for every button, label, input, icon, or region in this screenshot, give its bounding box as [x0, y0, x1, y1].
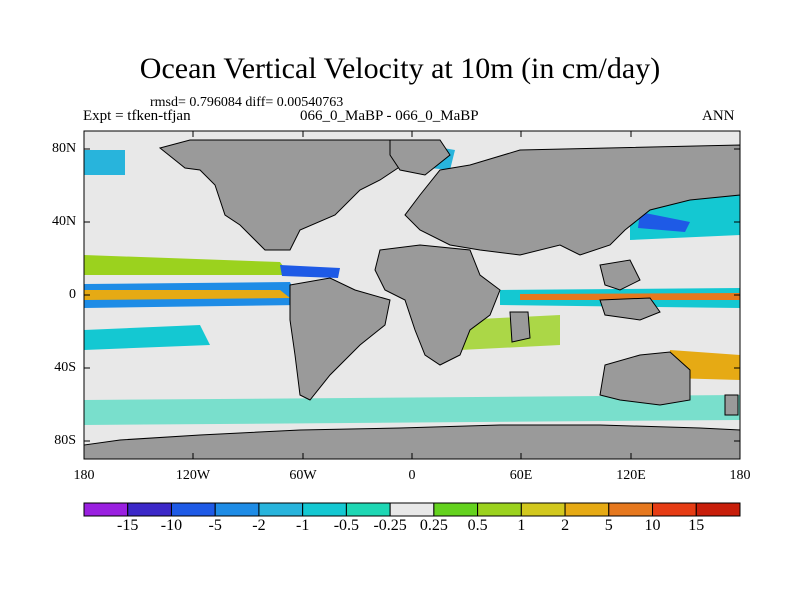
colorbar-swatch: [302, 502, 347, 517]
colorbar-swatch: [258, 502, 304, 517]
land-greenland: [389, 139, 451, 176]
map-title: Ocean Vertical Velocity at 10m (in cm/da…: [139, 52, 661, 85]
colorbar-swatch: [214, 502, 260, 517]
y-tick-label-40n: 40N: [52, 214, 77, 229]
stats-line: rmsd= 0.796084 diff= 0.00540763: [150, 95, 344, 110]
axis-ticks: [83, 131, 741, 459]
y-tick-label-80n: 80N: [52, 141, 77, 156]
land-south-america: [289, 277, 391, 401]
colorbar-swatch: [695, 502, 741, 517]
land-eurasia: [404, 144, 741, 256]
colorbar-swatch: [345, 502, 391, 517]
colorbar-swatch: [564, 502, 610, 517]
colorbar-label: -2: [252, 517, 266, 534]
x-tick-label-120w: 120W: [175, 468, 211, 483]
colorbar-swatch: [389, 502, 435, 517]
colorbar-swatch: [170, 502, 216, 517]
anomaly-indian-ocean: [460, 315, 560, 350]
land-indochina: [599, 259, 641, 291]
colorbar-swatch: [83, 502, 129, 517]
experiment-label: Expt = tfken-tfjan: [83, 108, 191, 124]
colorbar-label: 2: [561, 517, 570, 534]
colorbar-label: 5: [604, 517, 613, 534]
anomaly-southern-ocean: [84, 395, 740, 425]
colorbar-label: -15: [117, 517, 139, 534]
x-tick-label-60e: 60E: [509, 468, 533, 483]
colorbar-label: -0.25: [373, 517, 407, 534]
colorbar-label: -10: [160, 517, 183, 534]
x-tick-label-60w: 60W: [289, 468, 317, 483]
land-africa: [374, 244, 501, 366]
colorbar-label: 10: [644, 517, 661, 534]
anomaly-arctic-west: [84, 150, 125, 175]
land-indonesia: [599, 297, 661, 321]
colorbar: [83, 502, 741, 517]
colorbar-label: -1: [295, 517, 310, 534]
y-tick-label-80s: 80S: [54, 433, 76, 448]
x-tick-label-180w: 180: [73, 468, 95, 483]
colorbar-label: 15: [688, 517, 705, 534]
land-australia: [599, 351, 691, 406]
land-masses: [83, 139, 741, 460]
x-tick-label-120e: 120E: [616, 468, 646, 483]
x-tick-label-0: 0: [408, 468, 416, 483]
colorbar-label: -5: [208, 517, 222, 534]
colorbar-label: 0.25: [419, 517, 448, 534]
colorbar-label: 1: [517, 517, 526, 534]
colorbar-label: 0.5: [467, 517, 488, 534]
anomaly-north-pacific-blue: [280, 265, 340, 278]
anomaly-equatorial-east-core: [520, 293, 740, 300]
anomaly-north-pacific-band: [84, 255, 290, 275]
land-new-zealand: [724, 394, 739, 416]
anomaly-kuroshio-core: [638, 212, 690, 232]
y-tick-label-40s: 40S: [54, 360, 76, 375]
case-label: 066_0_MaBP - 066_0_MaBP: [300, 108, 479, 124]
colorbar-swatch: [652, 502, 697, 517]
colorbar-swatch: [520, 502, 566, 517]
colorbar-label: -0.5: [333, 517, 360, 534]
y-tick-label-0: 0: [69, 287, 76, 302]
colorbar-swatch: [608, 502, 654, 517]
colorbar-swatch: [127, 502, 172, 517]
anomaly-south-pacific: [84, 325, 210, 350]
colorbar-swatch: [477, 502, 522, 517]
x-tick-label-180e: 180: [729, 468, 751, 483]
season-label: ANN: [702, 108, 735, 124]
land-madagascar: [509, 311, 531, 343]
anomaly-equatorial-core: [84, 290, 290, 300]
colorbar-swatch: [433, 502, 479, 517]
